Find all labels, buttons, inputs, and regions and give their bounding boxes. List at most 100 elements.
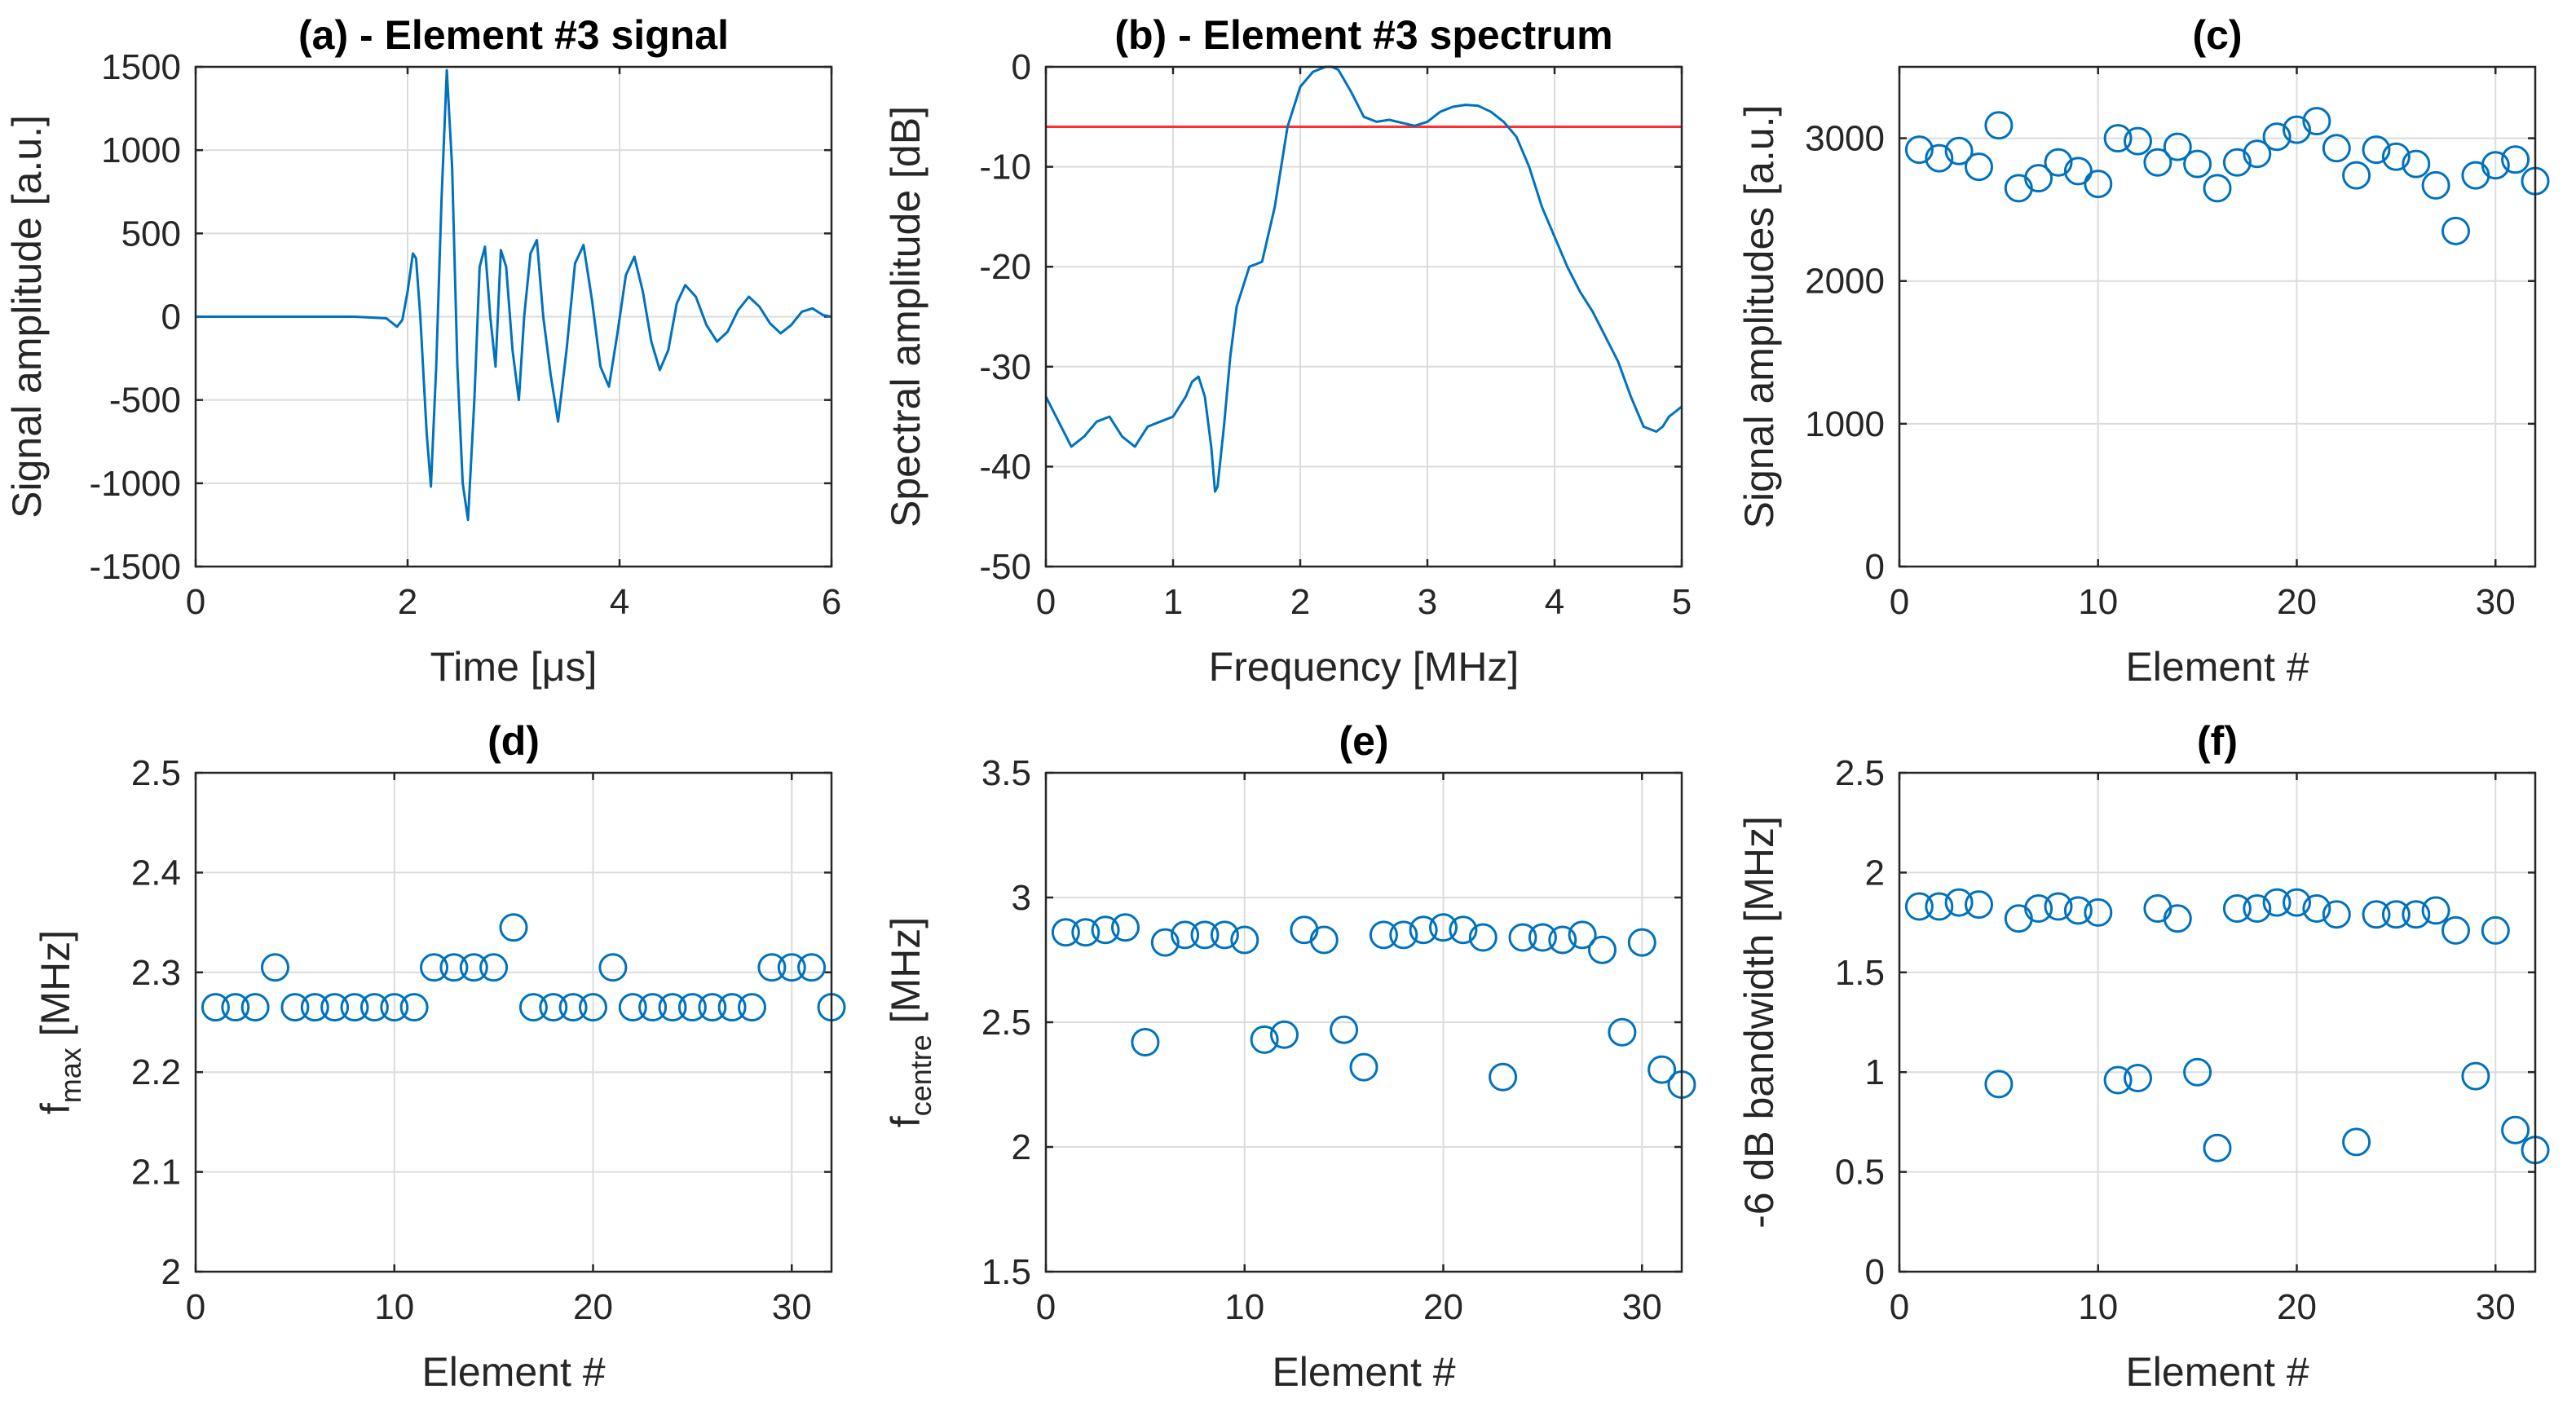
panel-title: (e) <box>1339 718 1388 764</box>
panel-title: (b) - Element #3 spectrum <box>1114 12 1612 58</box>
y-tick-label: 1.5 <box>1835 953 1885 993</box>
data-point <box>1349 1052 1378 1082</box>
data-point <box>1230 925 1259 955</box>
x-tick-label: 10 <box>2078 1287 2118 1327</box>
data-point <box>738 993 766 1022</box>
data-point <box>1984 1070 2014 1099</box>
x-tick-label: 30 <box>2476 582 2516 622</box>
data-point <box>2481 915 2510 945</box>
data-point <box>1091 915 1120 945</box>
data-point <box>2262 888 2291 917</box>
y-axis-label-unit: [MHz] <box>33 930 78 1048</box>
x-tick-label: 10 <box>1224 1287 1264 1327</box>
data-point <box>2421 170 2450 200</box>
data-point <box>1071 918 1101 947</box>
data-point <box>2342 161 2371 190</box>
y-tick-label: 0 <box>1012 47 1031 87</box>
data-point <box>2103 124 2133 153</box>
data-point <box>1150 928 1180 957</box>
y-tick-label: 2.5 <box>981 1003 1031 1043</box>
data-point <box>1389 920 1418 950</box>
data-point <box>1508 923 1537 952</box>
y-tick-label: 2.5 <box>131 753 181 793</box>
data-point <box>1925 143 1954 173</box>
data-point <box>2203 1133 2232 1162</box>
axes-frame <box>1044 65 1683 568</box>
x-tick-label: 2 <box>1290 582 1310 622</box>
panel-title: (a) - Element #3 signal <box>298 12 729 58</box>
panel-title: (c) <box>2192 12 2242 58</box>
y-axis-label: Signal amplitudes [a.u.] <box>1736 105 1782 529</box>
x-tick-label: 0 <box>1036 1287 1056 1327</box>
data-point <box>717 993 747 1022</box>
data-point <box>638 993 668 1022</box>
y-tick-label: 2000 <box>1805 262 1885 302</box>
y-tick-label: 2.1 <box>131 1153 181 1193</box>
y-tick-label: 2.2 <box>131 1052 181 1092</box>
y-axis-label-subscript: max <box>54 1048 87 1103</box>
data-point <box>2402 900 2431 929</box>
data-point <box>2283 115 2311 144</box>
x-tick-label: 30 <box>1622 1287 1662 1327</box>
data-point <box>2024 894 2053 923</box>
data-point <box>2322 900 2351 929</box>
data-point <box>340 993 369 1022</box>
data-point <box>1190 920 1220 950</box>
data-point <box>1270 1020 1299 1049</box>
data-point <box>1309 925 1339 955</box>
data-point <box>359 993 389 1022</box>
y-axis-label-main: f <box>883 1116 929 1127</box>
data-point <box>1548 925 1577 955</box>
plot-area-b <box>1046 67 1682 567</box>
data-point <box>2243 894 2272 923</box>
y-axis-label-main: f <box>33 1103 78 1114</box>
data-point <box>2203 174 2232 203</box>
y-tick-label: 0 <box>161 298 181 337</box>
data-point <box>2441 216 2470 245</box>
data-point <box>1965 890 1993 920</box>
y-axis-label-unit: [MHz] <box>883 917 929 1034</box>
data-point <box>2222 894 2252 923</box>
x-tick-label: 0 <box>186 582 205 622</box>
data-point <box>499 913 528 942</box>
x-tick-label: 0 <box>1890 582 1909 622</box>
axes-frame <box>1044 771 1683 1273</box>
y-tick-label: -1000 <box>89 464 181 504</box>
data-point <box>479 953 509 982</box>
y-tick-label: 1 <box>1865 1052 1885 1092</box>
y-tick-label: -1500 <box>89 547 181 587</box>
y-tick-label: -30 <box>979 347 1031 387</box>
y-tick-label: -10 <box>979 148 1031 187</box>
x-tick-label: 4 <box>610 582 629 622</box>
y-tick-label: 2 <box>1012 1127 1031 1167</box>
data-point <box>2262 122 2291 152</box>
data-point <box>2124 126 2152 156</box>
data-point <box>518 993 548 1022</box>
y-tick-label: -500 <box>109 381 181 421</box>
data-point <box>1528 923 1557 952</box>
panel-e: 0 10 20 30 1.5 2 2.5 3 3.5 (e) Element # fcentre [M… <box>883 718 1696 1395</box>
series-line-b <box>1044 65 1683 493</box>
x-tick-label: 0 <box>186 1287 205 1327</box>
data-point <box>677 993 707 1022</box>
plot-area-c <box>1899 67 2535 567</box>
y-tick-label: -20 <box>979 247 1031 287</box>
data-point <box>598 953 628 982</box>
y-tick-label: 3 <box>1012 878 1031 918</box>
panel-title: (d) <box>487 718 540 764</box>
y-axis-label: Signal amplitude [a.u.] <box>4 115 50 518</box>
x-axis-label: Element # <box>2125 1349 2309 1395</box>
data-point <box>2063 896 2093 925</box>
data-point <box>2421 896 2450 925</box>
y-tick-label: 2 <box>161 1252 181 1292</box>
panel-d: 0 10 20 30 2 2.1 2.2 2.3 2.4 2.5 (d) Element # fmax … <box>33 718 846 1395</box>
data-point <box>2084 170 2113 199</box>
data-point <box>2381 900 2411 929</box>
x-tick-label: 30 <box>2476 1287 2516 1327</box>
x-tick-label: 0 <box>1890 1287 1909 1327</box>
panel-c: 0 10 20 30 0 1000 2000 3000 (c) Element # Signal a… <box>1736 12 2550 690</box>
x-tick-label: 20 <box>573 1287 613 1327</box>
data-point <box>1330 1015 1359 1044</box>
data-point <box>2044 892 2073 921</box>
data-point <box>2322 134 2351 163</box>
